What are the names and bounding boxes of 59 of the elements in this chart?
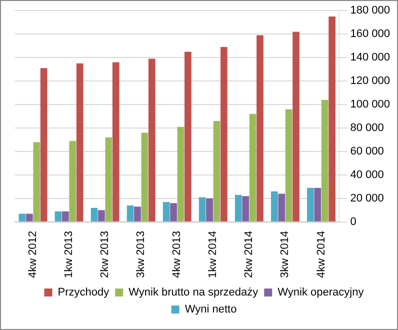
y-tick-label: 120 000 xyxy=(350,75,390,88)
bar xyxy=(98,210,105,222)
bar xyxy=(26,214,33,222)
legend-label: Wynik operacyjny xyxy=(278,286,364,299)
bar xyxy=(69,140,76,222)
bar xyxy=(112,62,120,222)
legend-label: Wyni netto xyxy=(184,304,237,316)
bar xyxy=(141,132,148,222)
y-tick-label: 40 000 xyxy=(350,168,384,181)
bar xyxy=(285,109,292,222)
legend-label: Wynik brutto na sprzedaży xyxy=(128,286,259,299)
bar xyxy=(306,188,314,222)
bar xyxy=(321,100,328,222)
x-tick-label: 4kw 2012 xyxy=(27,230,40,278)
y-tick-label: 140 000 xyxy=(350,52,390,64)
bar xyxy=(18,214,26,222)
bar xyxy=(234,194,242,222)
bar xyxy=(177,126,184,222)
x-tick-label: 3kw 2014 xyxy=(279,230,292,278)
bar xyxy=(90,208,98,222)
y-tick-label: 0 xyxy=(350,216,356,228)
bar xyxy=(249,114,256,222)
bar xyxy=(278,194,286,222)
bar xyxy=(213,120,220,222)
x-tick-label: 2kw 2014 xyxy=(243,230,256,278)
y-tick-label: 80 000 xyxy=(350,122,384,134)
y-tick-label: 100 000 xyxy=(350,98,390,111)
x-tick-label: 4kw 2014 xyxy=(315,230,328,278)
bar xyxy=(33,142,40,222)
bar xyxy=(134,206,141,222)
bar xyxy=(62,211,69,222)
bar xyxy=(126,205,134,222)
bar xyxy=(40,68,48,222)
y-tick-label: 20 000 xyxy=(350,192,384,204)
bar xyxy=(184,52,192,222)
bar xyxy=(198,197,206,222)
x-tick-label: 4kw 2013 xyxy=(171,230,184,278)
y-tick-label: 60 000 xyxy=(350,146,384,158)
bar xyxy=(220,46,228,222)
x-tick-label: 2kw 2013 xyxy=(99,230,112,278)
bar xyxy=(270,191,278,222)
bar xyxy=(54,211,62,222)
x-tick-label: 1kw 2014 xyxy=(207,230,220,278)
bar xyxy=(256,35,264,222)
x-tick-label: 3kw 2013 xyxy=(135,230,148,278)
bar xyxy=(242,196,249,222)
bar xyxy=(105,137,112,222)
bar xyxy=(76,63,84,222)
bar xyxy=(314,188,322,222)
x-tick-label: 1kw 2013 xyxy=(63,230,76,278)
legend-label: Przychody xyxy=(58,286,110,299)
y-tick-label: 180 000 xyxy=(350,4,390,17)
bar xyxy=(328,16,336,222)
bar xyxy=(162,202,170,222)
bar xyxy=(148,58,156,222)
bar xyxy=(170,203,177,222)
bar xyxy=(206,198,213,222)
bar xyxy=(292,32,300,222)
y-tick-label: 160 000 xyxy=(350,28,390,40)
